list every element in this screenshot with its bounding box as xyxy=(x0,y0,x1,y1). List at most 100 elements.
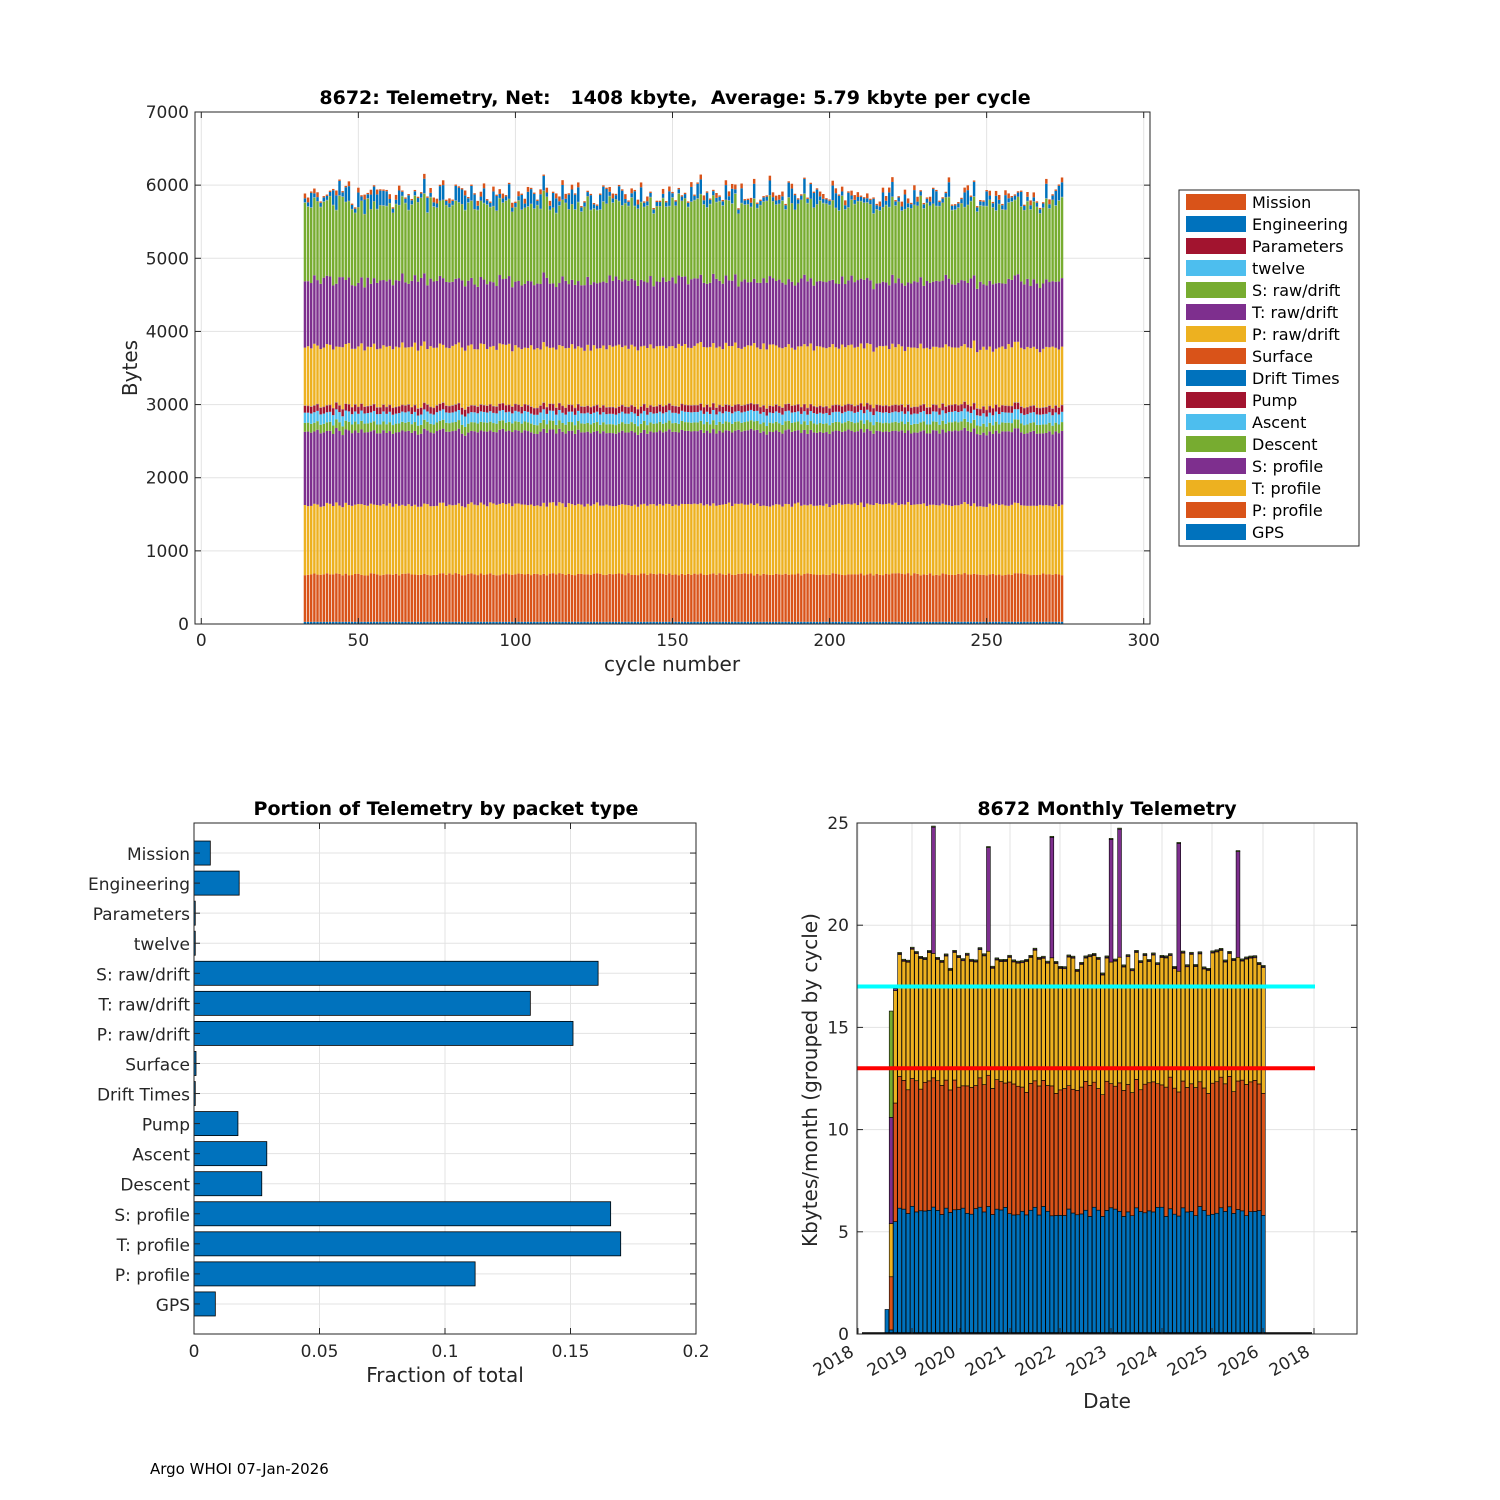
chart3-bar-segment xyxy=(1003,1082,1008,1208)
chart1-bar-segment xyxy=(338,573,341,622)
chart1-bar-segment xyxy=(520,573,523,622)
chart1-bar-segment xyxy=(975,211,979,289)
chart1-bar-segment xyxy=(602,405,605,413)
chart1-bar-segment xyxy=(822,574,825,622)
chart1-bar-segment xyxy=(1023,573,1026,622)
chart1-bar-segment xyxy=(765,415,768,427)
chart1-bar-segment xyxy=(850,190,853,196)
chart1-bar-segment xyxy=(928,504,932,574)
chart1-bar-segment xyxy=(633,206,637,281)
chart1-bar-segment xyxy=(542,428,545,503)
chart1-bar-segment xyxy=(558,201,561,206)
chart1-bar-segment xyxy=(599,209,602,283)
chart1-bar-segment xyxy=(514,345,517,404)
chart3-bar-segment xyxy=(926,950,932,952)
chart1-bar-segment xyxy=(426,421,429,431)
chart1-bar-segment xyxy=(752,430,756,506)
chart1-bar-segment xyxy=(328,344,332,405)
chart3-bar-segment xyxy=(893,990,898,1104)
chart1-bar-segment xyxy=(803,274,806,345)
chart1-bar-segment xyxy=(495,194,498,196)
chart1-bar-segment xyxy=(982,284,985,347)
chart1-bar-segment xyxy=(639,621,643,624)
chart1-bar-segment xyxy=(806,203,809,282)
chart1-bar-segment xyxy=(897,201,900,279)
chart1-bar-segment xyxy=(570,430,574,505)
chart1-cycle-bar xyxy=(988,190,992,624)
chart1-bar-segment xyxy=(828,205,831,281)
footer-credit: Argo WHOI 07-Jan-2026 xyxy=(150,1460,329,1478)
chart1-bar-segment xyxy=(693,422,696,432)
chart1-bar-segment xyxy=(991,351,995,408)
chart1-bar-segment xyxy=(913,504,916,574)
chart1-bar-segment xyxy=(1035,574,1039,622)
chart1-cycle-bar xyxy=(944,191,948,624)
chart1-bar-segment xyxy=(605,621,608,624)
chart1-cycle-bar xyxy=(828,199,831,624)
chart1-bar-segment xyxy=(561,431,564,504)
chart1-bar-segment xyxy=(602,431,605,506)
chart1-bar-segment xyxy=(705,191,709,193)
chart1-bar-segment xyxy=(507,621,511,624)
chart1-bar-segment xyxy=(712,420,715,430)
chart1-bar-segment xyxy=(790,406,794,413)
chart3-bar-segment xyxy=(990,965,995,968)
chart1-bar-segment xyxy=(928,433,932,505)
chart1-bar-segment xyxy=(1004,405,1007,413)
chart1-bar-segment xyxy=(438,343,442,404)
chart1-bar-segment xyxy=(492,345,495,406)
chart1-bar-segment xyxy=(407,195,410,210)
chart1-bar-segment xyxy=(793,621,797,624)
chart1-bar-segment xyxy=(369,189,373,195)
chart1-bar-segment xyxy=(919,277,922,344)
chart1-bar-segment xyxy=(639,423,643,433)
chart1-bar-segment xyxy=(768,422,772,432)
chart1-bar-segment xyxy=(875,430,878,504)
chart1-cycle-bar xyxy=(913,185,916,624)
chart1-bar-segment xyxy=(536,200,539,205)
chart1-bar-segment xyxy=(922,285,926,349)
chart1-bar-segment xyxy=(470,185,473,201)
chart1-bar-segment xyxy=(1045,574,1048,622)
chart1-cycle-bar xyxy=(960,197,963,624)
chart1-bar-segment xyxy=(391,621,395,624)
chart1-bar-segment xyxy=(994,430,998,504)
chart1-bar-segment xyxy=(306,346,310,406)
chart1-bar-segment xyxy=(328,405,332,412)
chart1-bar-segment xyxy=(825,199,828,204)
chart1-bar-segment xyxy=(391,506,395,575)
chart3-bar-segment xyxy=(1197,1081,1203,1207)
chart1-bar-segment xyxy=(489,621,492,624)
chart1-bar-segment xyxy=(379,575,382,622)
chart1-legend-label: S: profile xyxy=(1252,457,1323,476)
chart1-bar-segment xyxy=(636,506,640,576)
chart1-bar-segment xyxy=(476,423,479,433)
chart3-bar-segment xyxy=(1113,1085,1118,1210)
chart1-bar-segment xyxy=(573,505,577,576)
chart1-cycle-bar xyxy=(800,194,803,624)
chart1-bar-segment xyxy=(614,506,618,575)
chart1-bar-segment xyxy=(570,574,574,622)
chart1-bar-segment xyxy=(1016,191,1020,193)
chart1-bar-segment xyxy=(954,621,957,624)
chart1-bar-segment xyxy=(1007,505,1010,575)
chart3-bar-segment xyxy=(1100,972,1105,975)
chart1-cycle-bar xyxy=(341,191,344,624)
chart1-bar-segment xyxy=(847,404,850,411)
chart1-bar-segment xyxy=(429,413,432,424)
chart1-bar-segment xyxy=(1054,347,1057,406)
chart1-cycle-bar xyxy=(774,195,778,624)
chart1-bar-segment xyxy=(306,574,310,622)
chart1-bar-segment xyxy=(457,420,461,429)
chart1-bar-segment xyxy=(397,413,401,424)
chart1-bar-segment xyxy=(338,179,341,181)
chart1-bar-segment xyxy=(671,193,674,198)
chart1-bar-segment xyxy=(828,199,831,201)
chart1-bar-segment xyxy=(900,421,904,431)
chart1-bar-segment xyxy=(837,194,841,196)
chart1-bar-segment xyxy=(1007,574,1010,622)
chart1-bar-segment xyxy=(800,200,803,279)
chart1-bar-segment xyxy=(595,621,599,624)
chart1-bar-segment xyxy=(1060,346,1064,405)
chart1-bar-segment xyxy=(630,430,633,506)
